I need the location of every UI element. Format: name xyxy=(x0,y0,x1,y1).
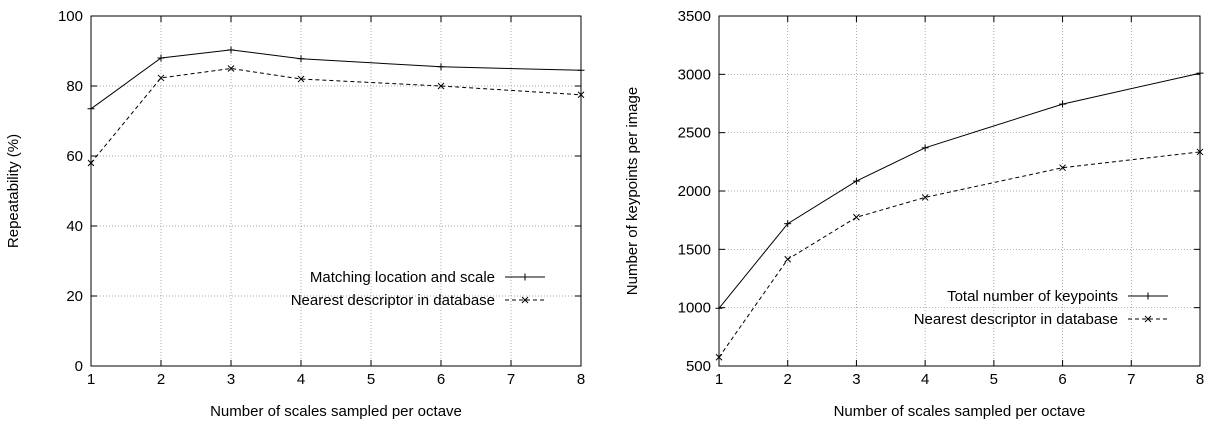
x-tick-label: 7 xyxy=(507,371,515,388)
x-axis-label: Number of scales sampled per octave xyxy=(834,403,1086,420)
x-axis-label: Number of scales sampled per octave xyxy=(210,403,462,420)
marker-stroke xyxy=(921,194,929,201)
keypoints-chart: 1 2 3 4 5 6 7 8 500 1000 1500 2000 2500 3000 3500 Numbe… xyxy=(624,8,1204,420)
plot-frame xyxy=(90,15,582,367)
y-tick-label: 2000 xyxy=(678,183,711,200)
data-point-series-2 xyxy=(784,255,792,263)
series-line-2 xyxy=(718,151,1201,358)
data-point-series-1 xyxy=(157,54,165,62)
data-point-series-2 xyxy=(297,75,305,83)
data-point-series-2 xyxy=(437,82,445,90)
data-point-series-2 xyxy=(87,159,95,167)
legend-marker-2 xyxy=(521,296,529,304)
y-tick-label: 500 xyxy=(686,358,711,375)
y-tick-label: 3500 xyxy=(678,8,711,25)
x-tick-label: 7 xyxy=(1127,371,1135,388)
data-point-series-1 xyxy=(87,105,95,113)
data-point-series-1 xyxy=(577,66,585,74)
data-point-series-2 xyxy=(577,91,585,99)
legend-marker-2 xyxy=(1144,315,1152,323)
marker-stroke xyxy=(1144,315,1152,323)
legend-label-2: Nearest descriptor in database xyxy=(291,292,495,309)
data-point-series-1 xyxy=(1196,69,1204,77)
y-tick-label: 1500 xyxy=(678,241,711,258)
x-tick-label: 2 xyxy=(157,371,165,388)
legend-label-1: Matching location and scale xyxy=(310,269,495,286)
data-point-series-2 xyxy=(1196,148,1204,156)
data-point-series-1 xyxy=(437,63,445,71)
x-tick-label: 5 xyxy=(990,371,998,388)
data-point-series-1 xyxy=(1059,100,1067,108)
legend-label-1: Total number of keypoints xyxy=(947,288,1118,305)
legend-marker-1 xyxy=(521,273,529,281)
marker-stroke xyxy=(437,82,445,90)
marker-stroke xyxy=(853,213,860,221)
y-tick-label: 1000 xyxy=(678,300,711,317)
marker-stroke xyxy=(715,353,723,361)
series-line-2 xyxy=(90,67,582,164)
x-tick-label: 8 xyxy=(577,371,585,388)
data-point-series-2 xyxy=(157,74,165,82)
data-point-series-1 xyxy=(921,144,929,152)
y-tick-label: 3000 xyxy=(678,66,711,83)
x-tick-label: 4 xyxy=(921,371,929,388)
x-tick-label: 6 xyxy=(1058,371,1066,388)
x-tick-label: 3 xyxy=(852,371,860,388)
data-point-series-1 xyxy=(784,220,792,228)
data-point-series-2 xyxy=(227,65,235,72)
y-tick-label: 100 xyxy=(58,8,83,25)
x-tick-label: 8 xyxy=(1196,371,1204,388)
x-tick-label: 4 xyxy=(297,371,305,388)
data-point-series-2 xyxy=(853,213,860,221)
series-line-1 xyxy=(718,72,1201,309)
data-point-series-2 xyxy=(921,194,929,201)
data-point-series-1 xyxy=(715,304,723,312)
data-point-series-2 xyxy=(715,353,723,361)
data-point-series-1 xyxy=(297,55,305,63)
marker-stroke xyxy=(157,74,165,82)
x-tick-label: 3 xyxy=(227,371,235,388)
y-tick-label: 20 xyxy=(66,288,83,305)
x-tick-label: 1 xyxy=(87,371,95,388)
marker-stroke xyxy=(1196,148,1204,156)
y-tick-label: 60 xyxy=(66,148,83,165)
y-tick-label: 2500 xyxy=(678,125,711,142)
data-point-series-1 xyxy=(227,46,235,54)
data-point-series-2 xyxy=(1059,164,1066,172)
y-tick-label: 0 xyxy=(75,358,83,375)
marker-stroke xyxy=(227,65,235,72)
marker-stroke xyxy=(297,75,305,83)
x-tick-label: 2 xyxy=(784,371,792,388)
x-tick-label: 1 xyxy=(715,371,723,388)
y-axis-label: Repeatability (%) xyxy=(5,134,22,248)
y-tick-label: 40 xyxy=(66,218,83,235)
x-tick-label: 6 xyxy=(437,371,445,388)
marker-stroke xyxy=(577,91,585,99)
marker-stroke xyxy=(1059,164,1066,172)
marker-stroke xyxy=(87,159,95,167)
x-tick-label: 5 xyxy=(367,371,375,388)
marker-stroke xyxy=(521,296,529,304)
legend-marker-1 xyxy=(1144,292,1152,300)
series-line-1 xyxy=(90,49,582,110)
marker-stroke xyxy=(784,255,792,263)
y-axis-label: Number of keypoints per image xyxy=(624,87,641,295)
legend-label-2: Nearest descriptor in database xyxy=(914,311,1118,328)
y-tick-label: 80 xyxy=(66,78,83,95)
data-point-series-1 xyxy=(852,177,860,185)
